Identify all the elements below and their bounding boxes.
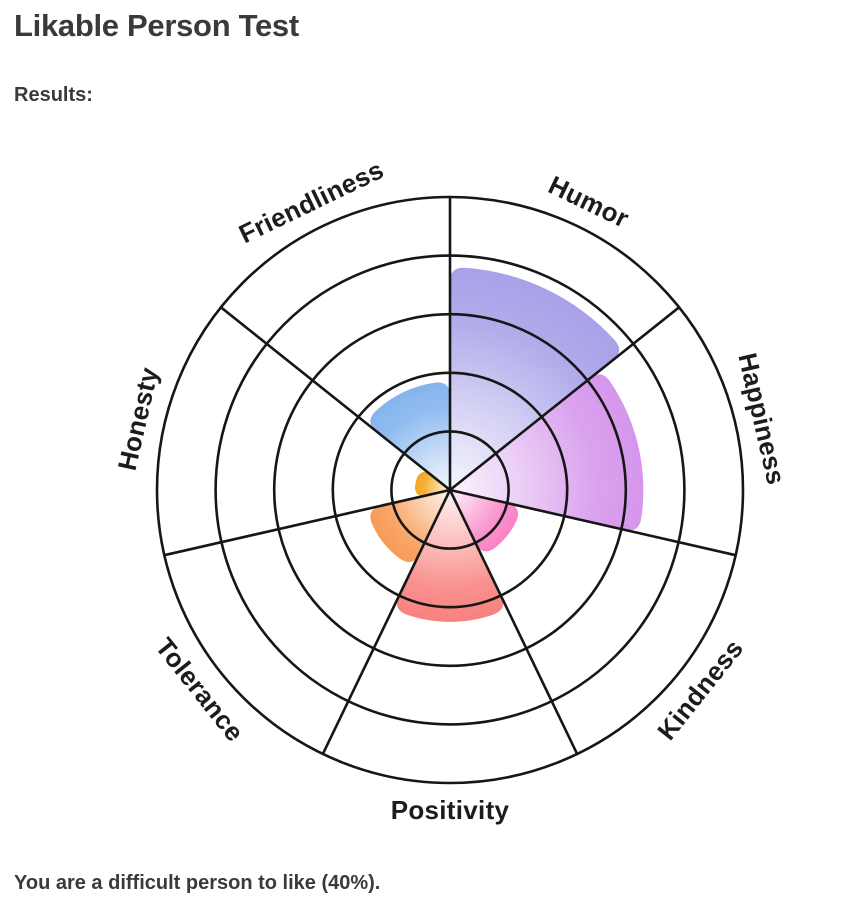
wedge-kindness — [450, 490, 519, 552]
wedge-friendliness — [370, 382, 450, 490]
grid-spoke — [163, 488, 452, 557]
wedge-positivity — [396, 490, 504, 622]
category-label-humor: Humor — [544, 170, 634, 234]
category-label-honesty: Honesty — [112, 364, 165, 473]
category-label-friendliness: Friendliness — [234, 154, 388, 249]
wedge-happiness — [450, 374, 644, 531]
wedge-tolerance — [370, 490, 450, 563]
result-summary-text: You are a difficult person to like (40%)… — [14, 872, 381, 894]
grid-spoke — [219, 306, 452, 492]
grid-spoke — [448, 488, 579, 756]
grid-spoke — [321, 488, 452, 756]
wedge-humor — [450, 267, 620, 490]
polar-grid — [155, 195, 745, 785]
wedge-honesty — [414, 471, 450, 496]
category-label-positivity: Positivity — [391, 795, 510, 825]
grid-spoke — [448, 306, 681, 492]
page-title: Likable Person Test — [14, 8, 299, 43]
results-heading: Results: — [14, 84, 93, 106]
grid-spoke — [448, 488, 737, 557]
trait-wedges — [370, 267, 644, 622]
